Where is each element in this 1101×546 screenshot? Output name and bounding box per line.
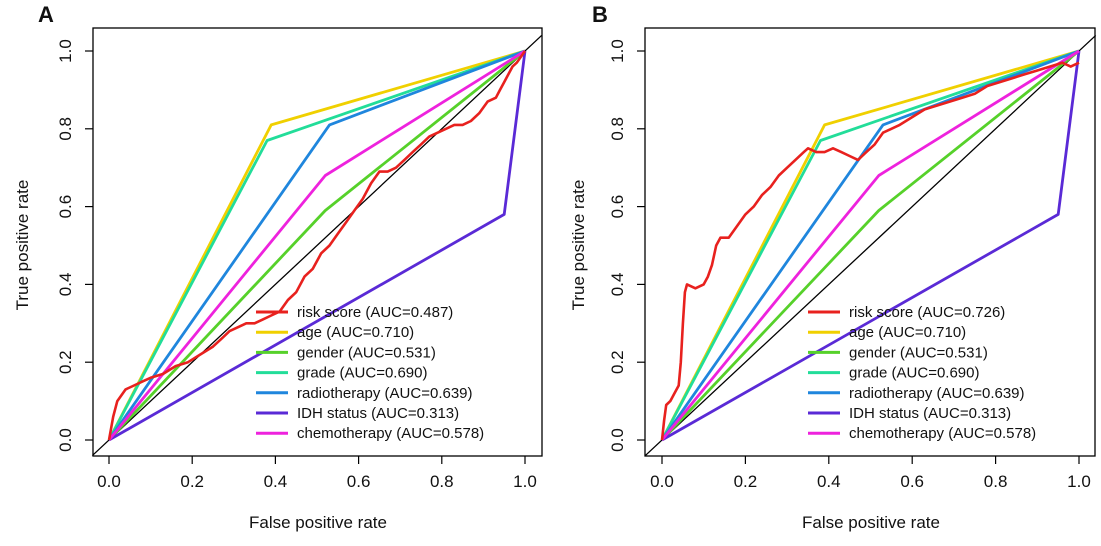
panel-a-x-tick-label: 1.0 xyxy=(513,472,537,491)
panel-b-y-tick-label: 0.0 xyxy=(608,428,627,452)
panel-b-legend-label: risk score (AUC=0.726) xyxy=(849,304,1005,321)
panel-b-y-tick-label: 1.0 xyxy=(608,39,627,63)
panel-b-x-tick-label: 0.2 xyxy=(734,472,758,491)
panel-b-panel-label: B xyxy=(592,2,608,27)
panel-a-reference-diagonal xyxy=(91,34,543,457)
panel-b-x-tick-label: 0.6 xyxy=(900,472,924,491)
panel-a-legend-label: IDH status (AUC=0.313) xyxy=(297,405,459,422)
panel-b-plot-frame xyxy=(644,27,1096,457)
panel-a-series-line-5 xyxy=(108,50,527,442)
panel-b-y-tick-label: 0.8 xyxy=(608,117,627,141)
panel-b-x-tick-label: 0.8 xyxy=(984,472,1008,491)
panel-b-series-line-5 xyxy=(661,50,1081,442)
panel-b-series-line-4 xyxy=(660,49,1080,441)
panel-a-series-line-4 xyxy=(107,49,526,441)
panel-a-y-axis-label: True positive rate xyxy=(13,180,32,311)
panel-a-legend-label: age (AUC=0.710) xyxy=(297,324,414,341)
panel-a-legend-label: gender (AUC=0.531) xyxy=(297,344,436,361)
panel-b-y-tick-label: 0.4 xyxy=(608,273,627,297)
panel-a-x-tick-label: 0.8 xyxy=(430,472,454,491)
panel-b-series-line-2 xyxy=(660,49,1080,441)
panel-a-y-tick-label: 1.0 xyxy=(56,39,75,63)
panel-a-x-tick-label: 0.0 xyxy=(97,472,121,491)
panel-b-y-tick-label: 0.6 xyxy=(608,195,627,219)
panel-a-y-tick-label: 0.6 xyxy=(56,195,75,219)
panel-b-legend-label: IDH status (AUC=0.313) xyxy=(849,405,1011,422)
panel-a-legend-label: grade (AUC=0.690) xyxy=(297,365,428,382)
panel-b-y-tick-label: 0.2 xyxy=(608,350,627,374)
panel-a-y-tick-label: 0.0 xyxy=(56,428,75,452)
panel-b-legend-label: grade (AUC=0.690) xyxy=(849,365,980,382)
panel-b-x-tick-label: 1.0 xyxy=(1067,472,1091,491)
panel-b-series-line-0 xyxy=(660,61,1080,441)
panel-b-x-tick-label: 0.4 xyxy=(817,472,841,491)
panel-a-y-tick-label: 0.8 xyxy=(56,117,75,141)
panel-b-reference-diagonal xyxy=(644,34,1097,457)
panel-b-x-tick-label: 0.0 xyxy=(650,472,674,491)
panel-a-legend-label: risk score (AUC=0.487) xyxy=(297,304,453,321)
panel-a-series-line-6 xyxy=(107,49,526,441)
panel-a-x-tick-label: 0.6 xyxy=(347,472,371,491)
panel-b-legend-label: age (AUC=0.710) xyxy=(849,324,966,341)
panel-b-legend-label: radiotherapy (AUC=0.639) xyxy=(849,385,1025,402)
panel-b-legend-label: gender (AUC=0.531) xyxy=(849,344,988,361)
panel-a-legend-label: chemotherapy (AUC=0.578) xyxy=(297,425,484,442)
panel-a-series-line-0 xyxy=(107,50,527,441)
panel-a-plot-frame xyxy=(92,27,543,457)
panel-b-y-axis-label: True positive rate xyxy=(569,180,588,311)
panel-a-y-tick-label: 0.2 xyxy=(56,350,75,374)
panel-a-x-tick-label: 0.2 xyxy=(180,472,204,491)
panel-b-series-line-6 xyxy=(660,49,1080,441)
panel-a-x-tick-label: 0.4 xyxy=(264,472,288,491)
panel-a-series-line-3 xyxy=(107,49,526,441)
panel-a-legend-label: radiotherapy (AUC=0.639) xyxy=(297,385,473,402)
panel-b-series-line-3 xyxy=(660,49,1080,441)
panel-a-y-tick-label: 0.4 xyxy=(56,273,75,297)
panel-a-x-axis-label: False positive rate xyxy=(249,513,387,532)
panel-a-panel-label: A xyxy=(38,2,54,27)
panel-b-x-axis-label: False positive rate xyxy=(802,513,940,532)
panel-b-legend-label: chemotherapy (AUC=0.578) xyxy=(849,425,1036,442)
